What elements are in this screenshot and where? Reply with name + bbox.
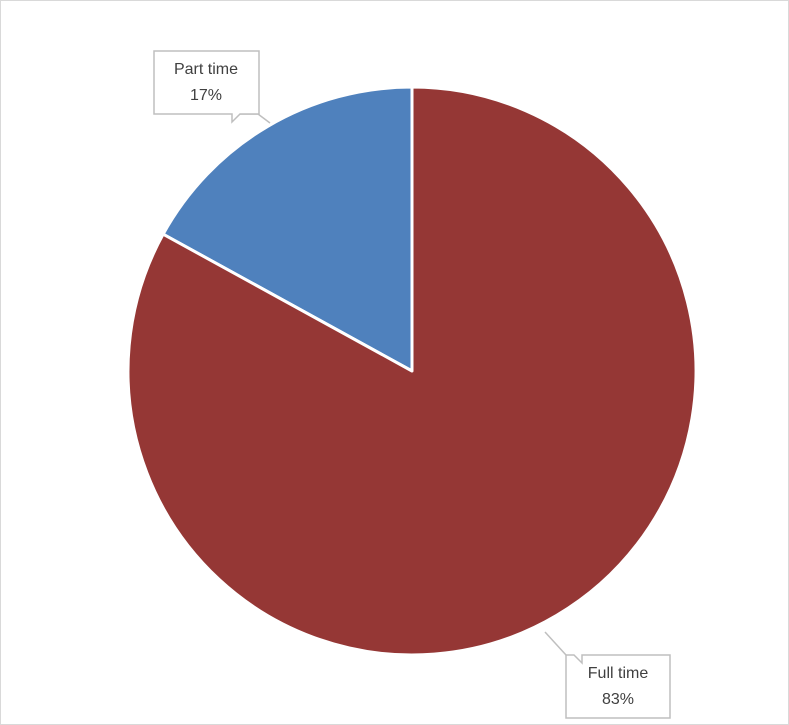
callout-part-time: Part time 17% (153, 50, 271, 124)
data-label-name-full-time: Full time (588, 665, 649, 682)
leader-line-full-time (544, 631, 567, 656)
data-label-box-part-time (153, 50, 260, 124)
data-label-name-part-time: Part time (174, 61, 238, 78)
slices-layer (126, 85, 698, 657)
data-label-percent-full-time: 83% (602, 691, 634, 708)
callout-full-time: Full time 83% (544, 631, 671, 719)
leader-line-part-time (240, 113, 271, 124)
data-label-box-full-time (565, 654, 671, 719)
pie-slice-part-time (161, 85, 414, 373)
pie-slice-full-time (126, 85, 698, 657)
data-label-percent-part-time: 17% (190, 87, 222, 104)
